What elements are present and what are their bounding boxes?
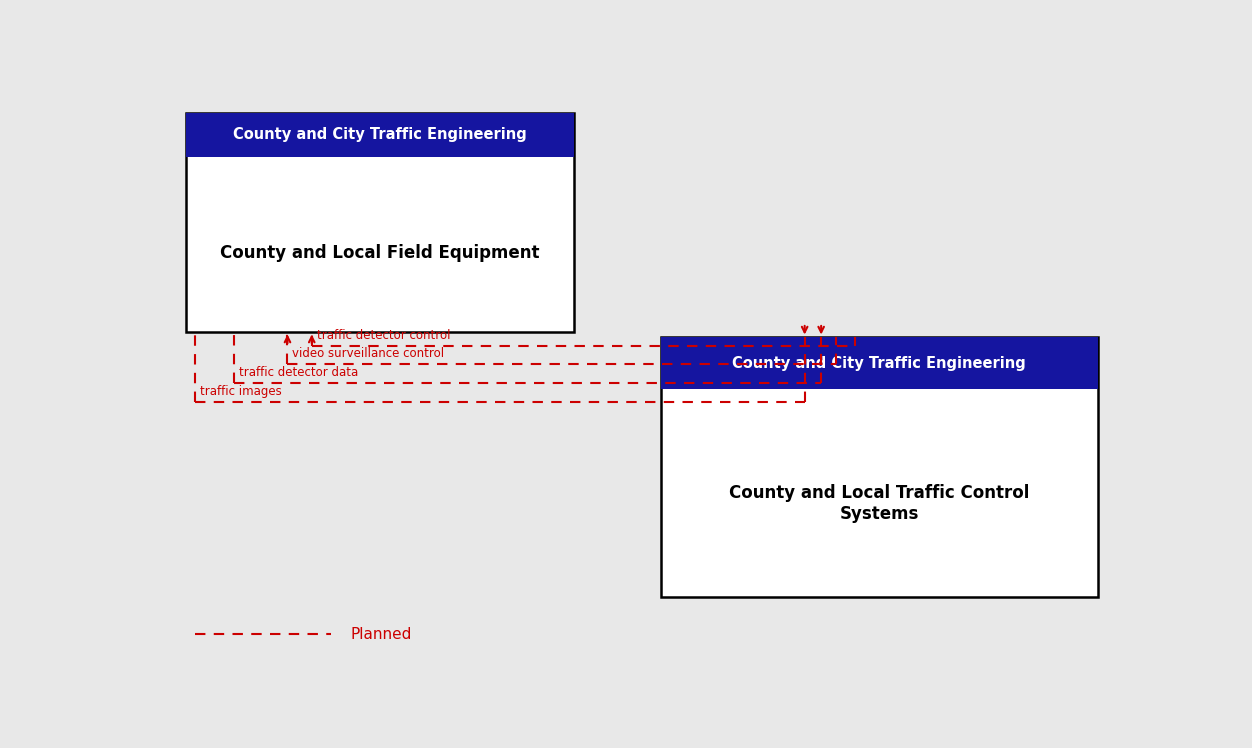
- Bar: [661, 337, 1098, 389]
- Text: Planned: Planned: [351, 627, 412, 642]
- Text: County and City Traffic Engineering: County and City Traffic Engineering: [732, 356, 1027, 371]
- Bar: [661, 337, 1098, 597]
- Text: traffic detector control: traffic detector control: [317, 329, 451, 342]
- Text: County and Local Traffic Control
Systems: County and Local Traffic Control Systems: [729, 484, 1029, 523]
- Bar: [185, 113, 573, 331]
- Bar: [185, 113, 573, 156]
- Text: traffic detector data: traffic detector data: [239, 367, 358, 379]
- Text: video surveillance control: video surveillance control: [292, 348, 444, 361]
- Text: County and Local Field Equipment: County and Local Field Equipment: [220, 244, 540, 262]
- Text: County and City Traffic Engineering: County and City Traffic Engineering: [233, 127, 527, 142]
- Text: traffic images: traffic images: [200, 385, 282, 398]
